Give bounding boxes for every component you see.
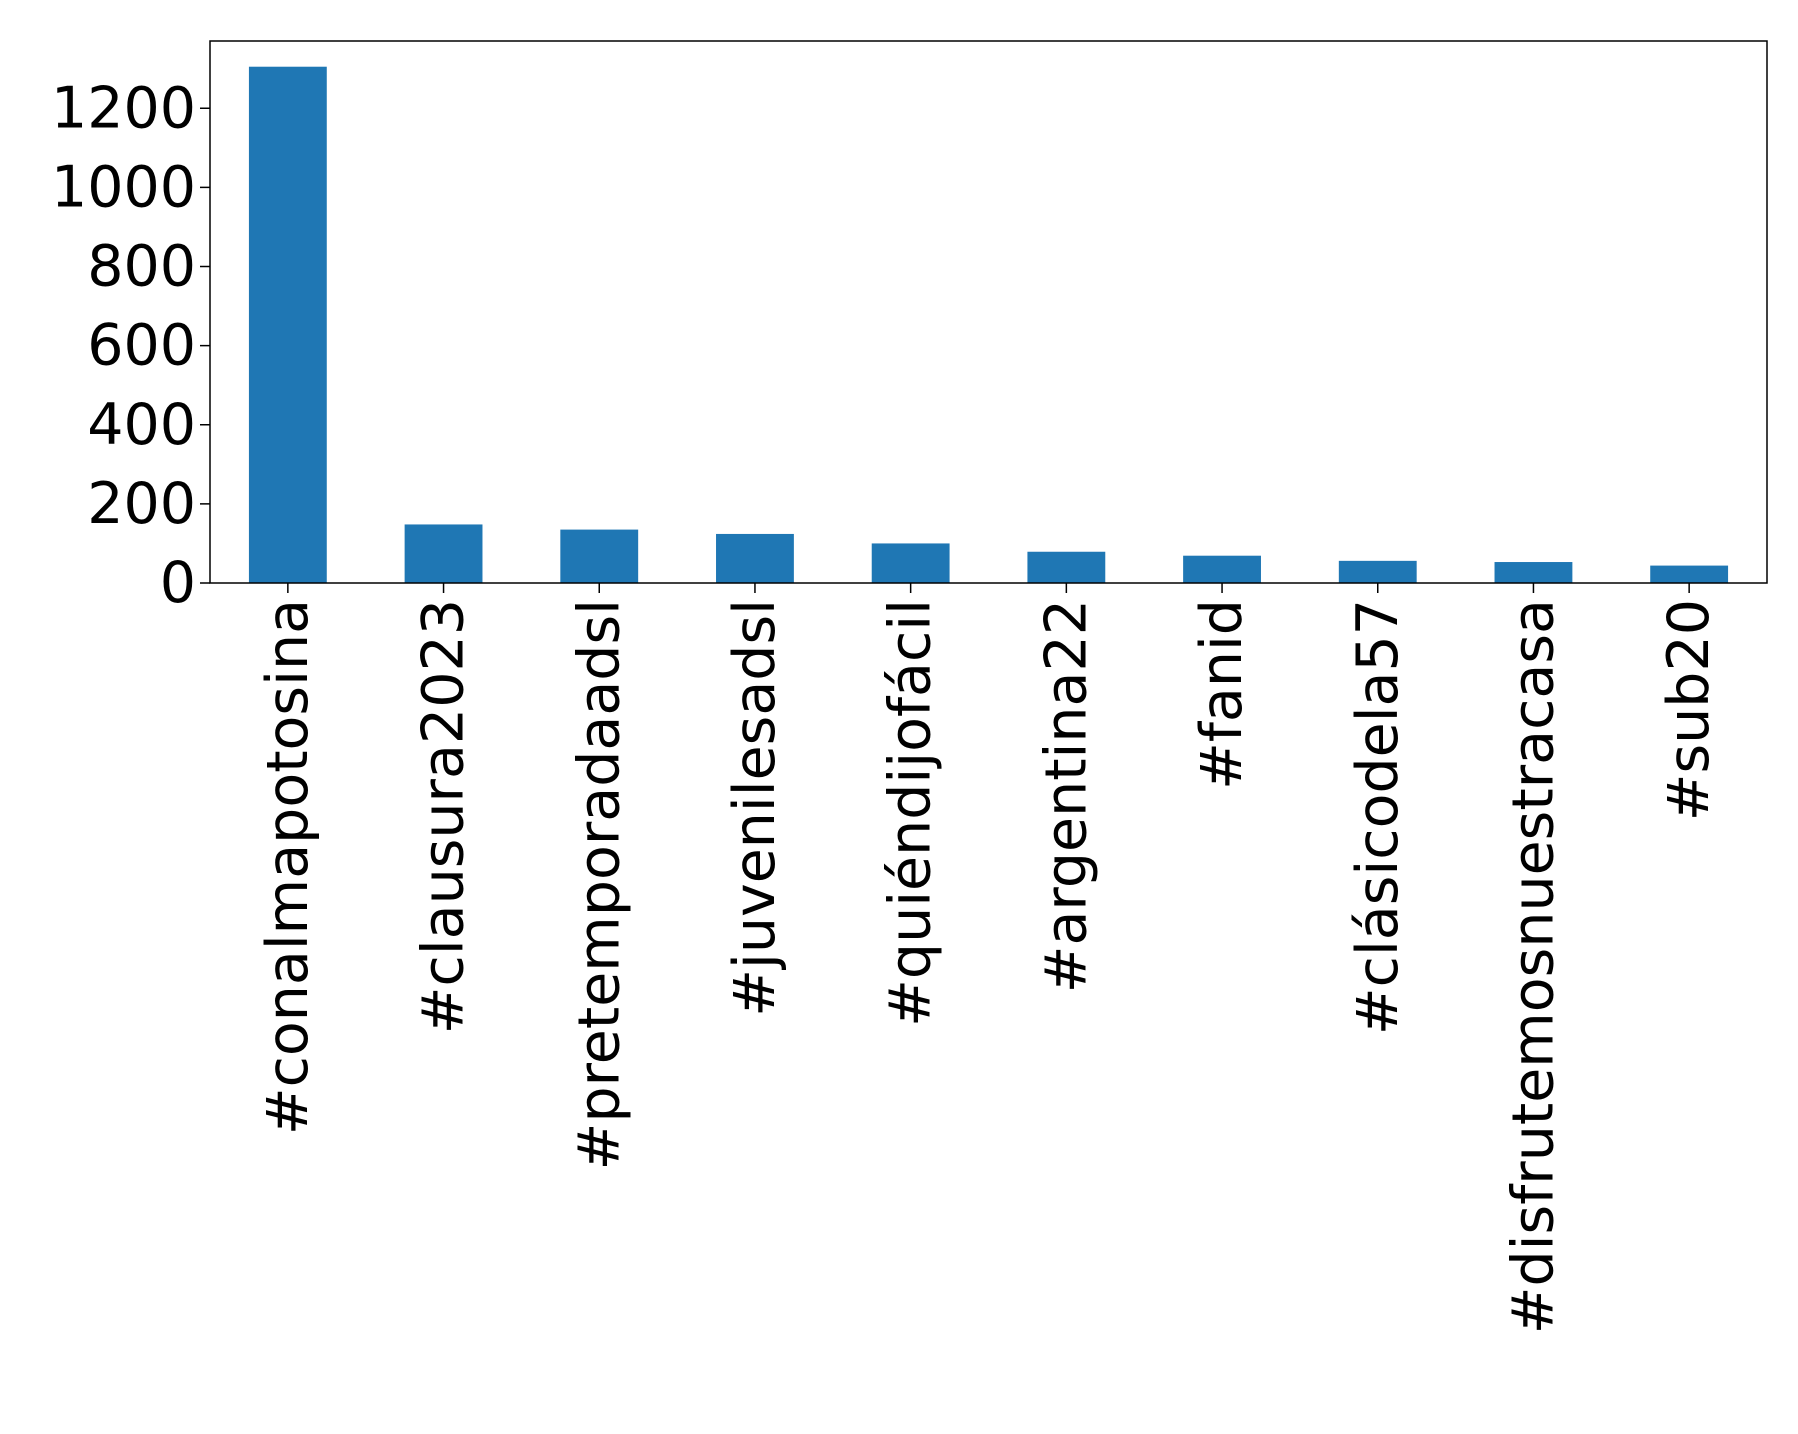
bar-disfrutemosnuestracasa xyxy=(1494,562,1573,583)
bar-juvenilesadsl xyxy=(716,533,794,583)
x-tick-label-sub20: #sub20 xyxy=(1656,599,1722,821)
bar-sub20 xyxy=(1650,565,1729,583)
y-tick-label: 600 xyxy=(87,313,196,379)
bar-clásicodela57 xyxy=(1338,560,1417,583)
bar-argentina22 xyxy=(1027,551,1106,583)
bar-quiéndijofácil xyxy=(871,543,950,583)
y-axis: 0 200 400 600 800 1000 1200 xyxy=(51,75,210,616)
y-tick-label: 400 xyxy=(87,392,196,458)
x-tick-label-pretemporadaadsl: #pretemporadaadsl xyxy=(566,599,632,1170)
y-tick-label: 800 xyxy=(87,234,196,300)
y-tick-label: 1200 xyxy=(51,75,196,141)
y-tick-label: 1000 xyxy=(51,154,196,220)
x-tick-label-quiéndijofácil: #quiéndijofácil xyxy=(878,599,944,1027)
bar-conalmapotosina xyxy=(248,66,327,583)
bars xyxy=(248,66,1729,583)
x-tick-label-disfrutemosnuestracasa: #disfrutemosnuestracasa xyxy=(1500,599,1566,1334)
x-axis: #conalmapotosina #clausura2023 #pretempora… xyxy=(255,583,1722,1334)
x-tick-label-juvenilesadsl: #juvenilesadsl xyxy=(722,599,788,1017)
x-tick-label-conalmapotosina: #conalmapotosina xyxy=(255,599,321,1135)
plot-frame xyxy=(209,40,1768,584)
x-tick-label-clausura2023: #clausura2023 xyxy=(411,599,477,1034)
bar-clausura2023 xyxy=(404,524,483,583)
x-tick-label-fanid: #fanid xyxy=(1189,599,1255,790)
bar-fanid xyxy=(1183,555,1261,583)
bar-pretemporadaadsl xyxy=(560,529,639,583)
y-tick-label: 0 xyxy=(160,550,196,616)
x-tick-label-argentina22: #argentina22 xyxy=(1033,599,1099,993)
y-tick-label: 200 xyxy=(87,471,196,537)
x-tick-label-clásicodela57: #clásicodela57 xyxy=(1345,599,1411,1035)
